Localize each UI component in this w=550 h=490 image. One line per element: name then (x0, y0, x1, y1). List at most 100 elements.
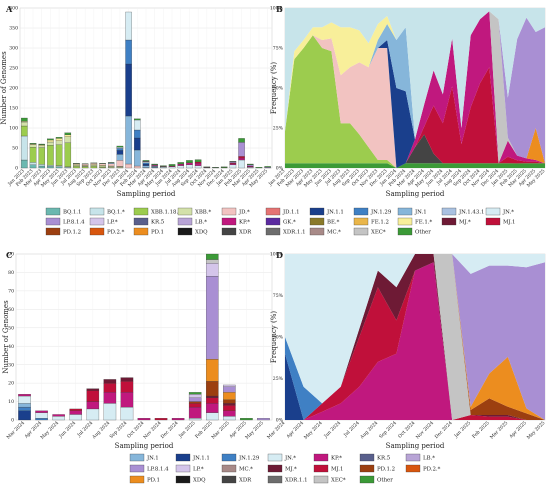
area-series (285, 134, 545, 168)
bar-segment (55, 144, 63, 166)
x-tick-label: Jun 2024 (57, 420, 77, 440)
y-axis-title: Frequency (%) (270, 311, 278, 363)
legend-swatch (313, 475, 329, 484)
bar-segment (21, 125, 28, 137)
bar-segment (257, 418, 270, 421)
bar-segment (116, 148, 124, 151)
legend-label: BE.* (327, 220, 340, 226)
bar-segment (69, 410, 83, 415)
y-tick-label: 200 (9, 86, 18, 92)
legend-swatch (45, 217, 61, 226)
legend-swatch (309, 227, 325, 236)
legend-label: JN.1.1 (326, 210, 344, 216)
bar-segment (125, 115, 132, 165)
bar-segment (223, 384, 236, 387)
x-tick-label: Aug 2024 (91, 420, 112, 441)
area-series (285, 254, 545, 420)
bar-segment (134, 149, 141, 167)
legend-swatch (175, 475, 191, 484)
legend-label: FE.1.2 (371, 220, 389, 226)
bar-segment (55, 165, 63, 167)
y-tick-label: 75% (273, 46, 284, 52)
bar-segment (255, 167, 263, 169)
x-tick-label: Nov 2024 (142, 420, 162, 440)
legend-swatch (133, 217, 149, 226)
legend-swatch (129, 464, 145, 473)
bar-segment (194, 163, 202, 166)
legend-label: JN.1.1 (192, 456, 210, 462)
legend-swatch (353, 217, 369, 226)
bar-segment (223, 403, 236, 406)
y-tick-label: 0% (276, 166, 284, 172)
legend-swatch (313, 453, 329, 462)
legend-label: JN.1 (414, 210, 427, 216)
panel-label: B (276, 4, 283, 14)
x-tick-label: Mar 2025 (210, 420, 230, 440)
bar-segment (205, 276, 219, 360)
legend-swatch (133, 227, 149, 236)
bar-segment (205, 359, 219, 382)
legend-label: LP.* (193, 467, 204, 473)
legend-swatch (89, 217, 105, 226)
bar-segment (86, 390, 100, 402)
legend-label: XBB.1.18.1 (151, 210, 182, 216)
bar-segment (38, 165, 45, 169)
legend-label: MJ.1 (503, 220, 515, 226)
x-tick-label: Oct 2024 (397, 420, 416, 439)
bar-segment (186, 160, 193, 163)
legend-swatch (265, 227, 281, 236)
bar-segment (223, 399, 236, 404)
bar-segment (64, 134, 72, 137)
y-tick-label: 0 (11, 418, 14, 424)
bar-segment (125, 63, 132, 117)
bar-segment (103, 403, 117, 421)
legend-swatch (221, 464, 237, 473)
bar-segment (238, 156, 245, 159)
legend-swatch (221, 217, 237, 226)
legend-label: JN.1.29 (370, 210, 392, 216)
bar-segment (81, 163, 89, 166)
legend-swatch (359, 475, 375, 484)
bar-segment (177, 165, 185, 169)
y-tick-label: 150 (9, 106, 18, 112)
y-tick-label: 50% (273, 86, 284, 92)
bar-segment (47, 138, 54, 141)
area-series (285, 262, 545, 420)
legend-swatch (405, 453, 421, 462)
bar-segment (99, 163, 106, 166)
legend-label: KR.5 (151, 220, 165, 226)
bar-segment (142, 161, 150, 163)
bar-segment (168, 166, 176, 169)
area-series (285, 8, 545, 140)
bar-segment (171, 418, 185, 421)
y-tick-label: 70 (8, 288, 14, 294)
area-series (285, 11, 545, 169)
legend-swatch (359, 464, 375, 473)
bar-segment (64, 142, 72, 167)
bar-segment (186, 162, 193, 165)
legend-swatch (397, 207, 413, 216)
bar-segment (69, 414, 83, 421)
legend-swatch (265, 207, 281, 216)
legend-swatch (485, 217, 501, 226)
legend-swatch (45, 227, 61, 236)
bar-segment (186, 164, 193, 169)
y-axis-title: Frequency (%) (270, 62, 278, 114)
bar-segment (86, 401, 100, 410)
bar-segment (90, 163, 98, 165)
y-tick-label: 80 (8, 270, 14, 276)
legend-label: MC.* (327, 230, 341, 236)
bar-segment (205, 259, 219, 264)
y-tick-label: 0 (15, 166, 18, 172)
legend-label: BQ.1.* (107, 210, 125, 216)
y-tick-label: 20 (8, 381, 14, 387)
bar-segment (120, 381, 134, 393)
legend-label: PD.1.2 (63, 230, 81, 236)
bar-segment (52, 416, 65, 421)
bar-segment (194, 159, 202, 163)
bar-segment (188, 418, 202, 421)
area-series (285, 163, 545, 168)
legend-swatch (175, 464, 191, 473)
y-axis-title: Number of Genomes (2, 300, 10, 374)
